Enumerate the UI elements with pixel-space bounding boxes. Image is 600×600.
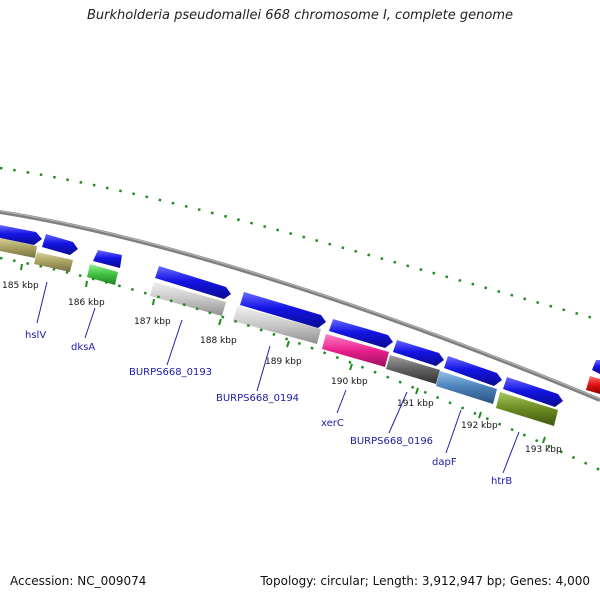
leader-line bbox=[166, 319, 183, 366]
gene-label-dksA: dksA bbox=[71, 342, 95, 353]
scale-tick bbox=[478, 411, 482, 419]
feature-bar bbox=[322, 334, 389, 367]
feature-bar bbox=[586, 376, 600, 394]
scale-tick bbox=[542, 436, 546, 444]
gene-arrow-forward bbox=[503, 377, 563, 407]
gene-arrow-reverse bbox=[93, 250, 122, 268]
tick-label: 185 kbp bbox=[2, 281, 39, 291]
gene-label-burps668-0194: BURPS668_0194 bbox=[216, 393, 299, 404]
feature-bars bbox=[0, 238, 600, 426]
gene-leader-lines bbox=[36, 281, 520, 474]
tick-label: 188 kbp bbox=[200, 336, 237, 346]
leader-line bbox=[36, 281, 48, 324]
tick-label: 187 kbp bbox=[134, 317, 171, 327]
gene-label-burps668-0196: BURPS668_0196 bbox=[350, 436, 433, 447]
gene-label-dapF: dapF bbox=[432, 457, 457, 468]
scale-tick bbox=[20, 263, 23, 271]
gene-arrow-forward bbox=[393, 340, 444, 366]
accession-text: Accession: NC_009074 bbox=[10, 574, 147, 588]
gene-label-xerC: xerC bbox=[321, 418, 344, 429]
leader-line bbox=[336, 389, 347, 414]
scale-tick bbox=[218, 318, 222, 326]
gc-content-track-outer bbox=[0, 166, 600, 322]
feature-bar bbox=[150, 282, 226, 316]
scale-tick bbox=[286, 340, 290, 348]
feature-bar bbox=[34, 252, 73, 272]
scale-track-inner bbox=[0, 256, 600, 472]
map-title: Burkholderia pseudomallei 668 chromosome… bbox=[86, 8, 514, 23]
feature-bar bbox=[87, 264, 118, 285]
gene-arrow-forward bbox=[42, 234, 78, 255]
genome-summary-text: Topology: circular; Length: 3,912,947 bp… bbox=[260, 574, 590, 588]
forward-strand-genes bbox=[0, 225, 600, 407]
scale-tick bbox=[349, 363, 353, 371]
tick-label: 192 kbp bbox=[461, 421, 498, 431]
tick-label: 190 kbp bbox=[331, 377, 368, 387]
feature-bar bbox=[0, 238, 37, 258]
feature-bar bbox=[496, 392, 558, 426]
gene-labels: hslV dksA BURPS668_0193 BURPS668_0194 xe… bbox=[25, 330, 512, 487]
scale-tick-labels: 185 kbp 186 kbp 187 kbp 188 kbp 189 kbp … bbox=[2, 281, 562, 455]
gene-arrow-forward bbox=[329, 319, 393, 348]
scale-tick bbox=[415, 387, 419, 395]
feature-bar bbox=[233, 306, 321, 344]
tick-label: 191 kbp bbox=[397, 399, 434, 409]
gene-arrow-forward bbox=[155, 266, 231, 299]
leader-line bbox=[256, 345, 271, 392]
gene-label-htrB: htrB bbox=[491, 476, 512, 487]
gene-arrow-forward bbox=[444, 356, 502, 386]
leader-line bbox=[388, 391, 408, 434]
tick-label: 186 kbp bbox=[68, 298, 105, 308]
feature-bar bbox=[436, 371, 497, 404]
feature-bar bbox=[386, 355, 440, 384]
leader-line bbox=[502, 431, 520, 474]
gene-arrow-forward bbox=[240, 292, 326, 328]
gene-label-burps668-0193: BURPS668_0193 bbox=[129, 367, 212, 378]
tick-label: 193 kbp bbox=[525, 445, 562, 455]
scale-ticks bbox=[20, 263, 546, 444]
leader-line bbox=[84, 307, 96, 339]
gene-arrow-forward bbox=[0, 225, 42, 245]
scale-tick bbox=[152, 298, 155, 306]
scale-tick bbox=[85, 280, 88, 288]
leader-line bbox=[445, 409, 462, 454]
chromosome-backbone bbox=[0, 210, 600, 402]
backbone-highlight bbox=[0, 210, 600, 400]
tick-label: 189 kbp bbox=[265, 357, 302, 367]
gene-label-hslV: hslV bbox=[25, 330, 46, 341]
gene-arrow-forward bbox=[592, 360, 600, 374]
